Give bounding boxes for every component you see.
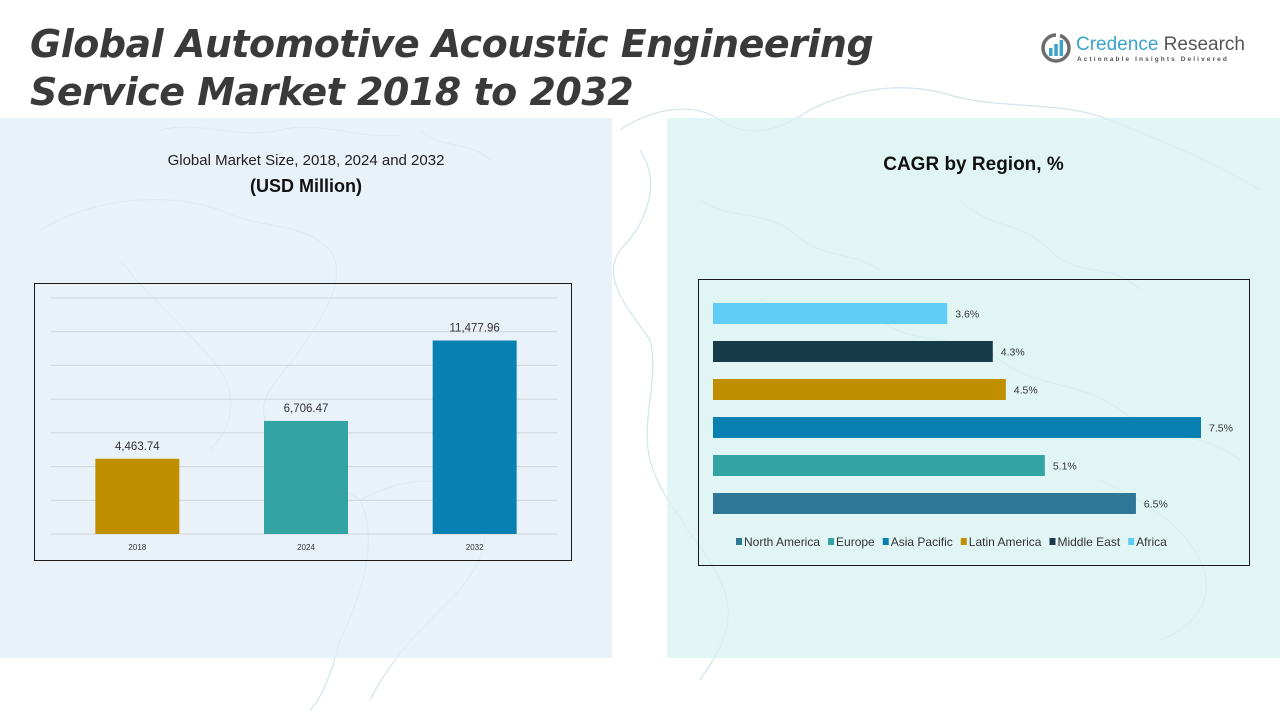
- legend-swatch: [1049, 538, 1056, 545]
- market-size-chart: 4,463.74 6,706.47 11,477.96 2018 2024 2032: [34, 283, 572, 561]
- logo-name: Credence Research: [1076, 34, 1245, 56]
- data-labels: 3.6% 4.3% 4.5% 7.5% 5.1% 6.5%: [955, 309, 1233, 511]
- x-tick-2032: 2032: [466, 543, 484, 552]
- data-labels: 4,463.74 6,706.47 11,477.96: [115, 323, 500, 453]
- legend-swatch: [828, 538, 835, 545]
- data-label-europe: 5.1%: [1053, 461, 1077, 473]
- bar-middle-east: [713, 341, 993, 362]
- page-title-line-2: Service Market 2018 to 2032: [30, 70, 634, 114]
- market-size-unit: (USD Million): [250, 176, 362, 196]
- legend-item-asia-pacific: Asia Pacific: [882, 535, 953, 549]
- legend-item-latin-america: Latin America: [960, 535, 1042, 549]
- logo-tagline: Actionable Insights Delivered: [1077, 56, 1229, 63]
- cagr-chart: 3.6% 4.3% 4.5% 7.5% 5.1% 6.5% North America Eu…: [698, 279, 1250, 566]
- bar-2018: [95, 458, 180, 534]
- legend-label: Asia Pacific: [891, 535, 953, 549]
- data-label-2024: 6,706.47: [284, 403, 329, 415]
- bar-chart-circle-icon: [1041, 33, 1071, 63]
- legend-label: North America: [744, 535, 820, 549]
- legend-item-europe: Europe: [828, 535, 875, 549]
- legend-label: Europe: [836, 535, 875, 549]
- cagr-chart-svg: 3.6% 4.3% 4.5% 7.5% 5.1% 6.5% North America Eu…: [713, 303, 1233, 549]
- legend-label: Latin America: [969, 535, 1042, 549]
- cagr-subtitle: CAGR by Region, %: [883, 154, 1064, 175]
- data-label-2032: 11,477.96: [450, 323, 500, 335]
- legend-swatch: [736, 538, 742, 545]
- legend-swatch: [1128, 538, 1135, 545]
- legend-item-middle-east: Middle East: [1049, 535, 1121, 549]
- legend-swatch: [960, 538, 967, 545]
- market-size-subtitle: Global Market Size, 2018, 2024 and 2032: [167, 152, 445, 169]
- bar-asia-pacific: [713, 417, 1201, 438]
- data-label-north-america: 6.5%: [1144, 499, 1168, 511]
- legend-swatch: [882, 538, 889, 545]
- legend-item-africa: Africa: [1128, 535, 1167, 549]
- bar-europe: [713, 455, 1045, 476]
- market-size-chart-svg: 4,463.74 6,706.47 11,477.96 2018 2024 2032: [51, 297, 557, 552]
- logo-name-part-2: Research: [1163, 34, 1245, 55]
- bar-2024: [264, 420, 348, 534]
- x-tick-2024: 2024: [297, 543, 315, 552]
- bars: [95, 340, 517, 534]
- page-title-line-1: Global Automotive Acoustic Engineering: [30, 22, 874, 66]
- page-title: Global Automotive Acoustic Engineering S…: [30, 20, 874, 116]
- legend-label: Middle East: [1057, 535, 1120, 549]
- legend-label: Africa: [1136, 535, 1167, 549]
- chart-legend: North America Europe Asia Pacific Latin Ame…: [736, 535, 1167, 549]
- data-label-asia-pacific: 7.5%: [1209, 423, 1233, 435]
- bar-north-america: [713, 493, 1136, 514]
- data-label-africa: 3.6%: [955, 309, 979, 321]
- bar-africa: [713, 303, 948, 324]
- x-tick-labels: 2018 2024 2032: [128, 543, 484, 552]
- bar-2032: [432, 340, 517, 534]
- logo-name-part-1: Credence: [1076, 34, 1159, 55]
- company-logo: Credence Research Actionable Insights De…: [1040, 32, 1255, 68]
- bars: [713, 303, 1201, 514]
- data-label-2018: 4,463.74: [115, 441, 160, 453]
- legend-item-north-america: North America: [736, 535, 820, 549]
- bar-latin-america: [713, 379, 1006, 400]
- data-label-latin-america: 4.5%: [1014, 385, 1038, 397]
- data-label-middle-east: 4.3%: [1001, 347, 1025, 359]
- x-tick-2018: 2018: [128, 543, 146, 552]
